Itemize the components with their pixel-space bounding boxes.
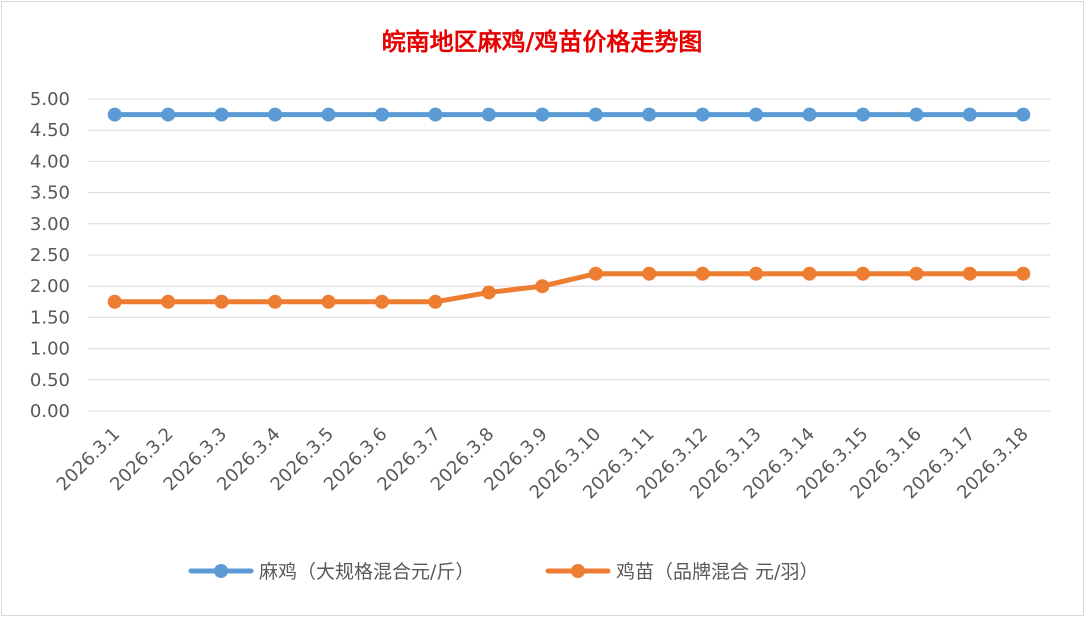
data-point [695, 266, 710, 281]
data-point [802, 107, 817, 122]
data-point [428, 107, 443, 122]
y-tick-label: 4.50 [30, 120, 70, 141]
y-tick-label: 3.00 [30, 214, 70, 235]
data-point [642, 266, 657, 281]
legend-label: 麻鸡（大规格混合元/斤） [259, 561, 474, 583]
data-point [374, 107, 389, 122]
data-point [428, 294, 443, 309]
data-point [481, 107, 496, 122]
legend-swatch-marker [571, 564, 585, 578]
data-point [321, 294, 336, 309]
data-point [161, 107, 176, 122]
data-point [214, 294, 229, 309]
legend: 麻鸡（大规格混合元/斤） 鸡苗（品牌混合 元/羽） [188, 561, 818, 583]
data-point [909, 266, 924, 281]
data-point [962, 266, 977, 281]
legend-swatch-marker [214, 564, 228, 578]
y-tick-label: 2.00 [30, 276, 70, 297]
series-2 [107, 266, 1031, 309]
data-point [161, 294, 176, 309]
data-point [535, 279, 550, 294]
data-point [749, 107, 764, 122]
data-point [268, 294, 283, 309]
data-point [588, 266, 603, 281]
data-point [107, 107, 122, 122]
legend-item: 麻鸡（大规格混合元/斤） [188, 561, 474, 583]
y-tick-label: 3.50 [30, 183, 70, 204]
data-point [374, 294, 389, 309]
y-tick-label: 0.50 [30, 370, 70, 391]
data-point [855, 266, 870, 281]
y-tick-label: 1.00 [30, 339, 70, 360]
y-tick-label: 4.00 [30, 151, 70, 172]
gridlines [88, 98, 1050, 412]
y-axis-ticks: 0.00 0.50 1.00 1.50 2.00 2.50 3.00 3.50 4.00 4.50… [30, 89, 70, 422]
series-line [112, 271, 1026, 305]
data-point [695, 107, 710, 122]
data-point [107, 294, 122, 309]
data-point [855, 107, 870, 122]
data-point [321, 107, 336, 122]
x-axis-ticks: 2026.3.12026.3.22026.3.32026.3.42026.3.5… [53, 424, 1033, 504]
data-point [535, 107, 550, 122]
chart-title: 皖南地区麻鸡/鸡苗价格走势图 [382, 27, 703, 56]
data-point [962, 107, 977, 122]
data-point [588, 107, 603, 122]
data-point [1016, 107, 1031, 122]
y-tick-label: 5.00 [30, 89, 70, 110]
series-1 [107, 107, 1031, 122]
data-point [481, 285, 496, 300]
data-point [749, 266, 764, 281]
series-layer [107, 107, 1031, 309]
data-point [909, 107, 924, 122]
legend-item: 鸡苗（品牌混合 元/羽） [545, 561, 818, 583]
y-tick-label: 2.50 [30, 245, 70, 266]
data-point [214, 107, 229, 122]
data-point [642, 107, 657, 122]
data-point [268, 107, 283, 122]
data-point [802, 266, 817, 281]
legend-label: 鸡苗（品牌混合 元/羽） [616, 561, 818, 583]
y-tick-label: 0.00 [30, 401, 70, 422]
data-point [1016, 266, 1031, 281]
y-tick-label: 1.50 [30, 307, 70, 328]
